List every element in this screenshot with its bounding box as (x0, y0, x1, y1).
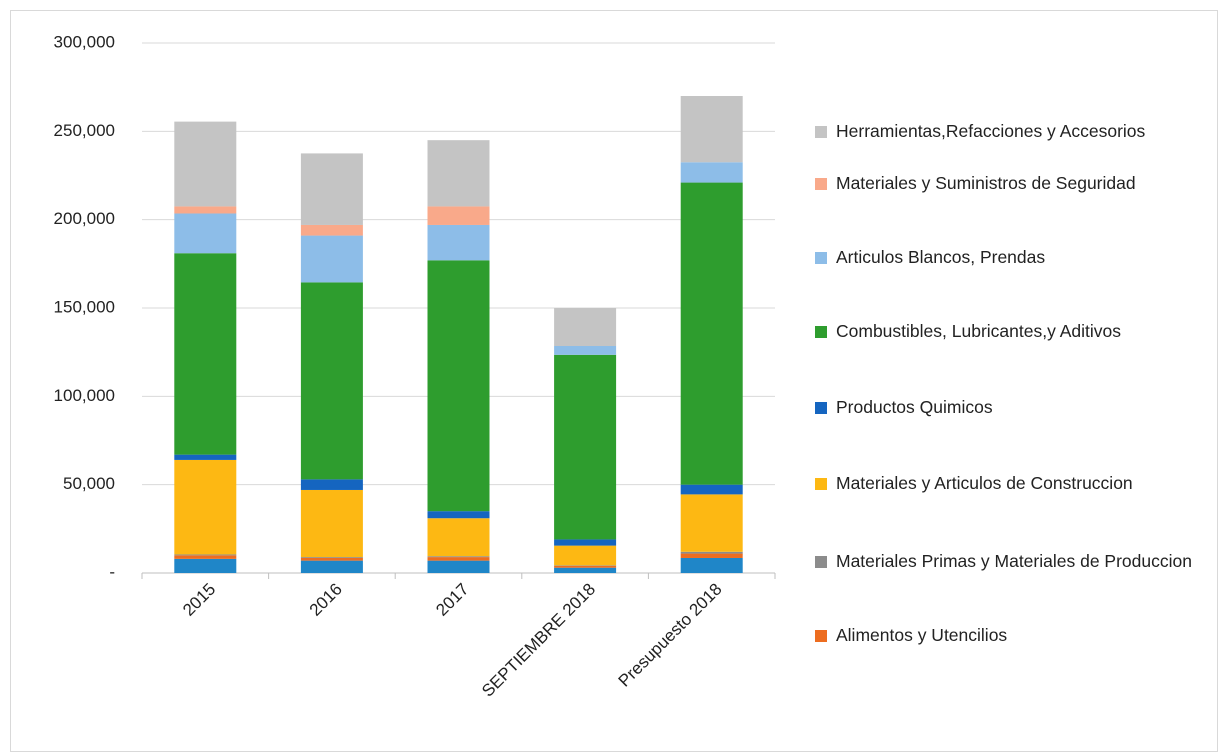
bar-segment (300, 557, 363, 558)
bar-segment (554, 545, 617, 566)
bar-segment (680, 553, 743, 558)
legend-swatch (815, 126, 827, 138)
bar-segment (427, 557, 490, 561)
legend-swatch (815, 478, 827, 490)
legend-label: Articulos Blancos, Prendas (836, 247, 1046, 267)
legend-swatch (815, 556, 827, 568)
legend-entry: Articulos Blancos, Prendas (815, 244, 1210, 271)
legend-entry: Herramientas,Refacciones y Accesorios (815, 118, 1210, 145)
legend-entry: Productos Quimicos (815, 394, 1210, 421)
legend-label: Materiales y Articulos de Construccion (836, 473, 1133, 493)
bar-segment (427, 260, 490, 512)
legend-label: Alimentos y Utencilios (836, 625, 1008, 645)
x-tick-label: 2017 (432, 580, 472, 620)
bar-segment (174, 454, 237, 460)
y-tick-label: 300,000 (54, 32, 115, 51)
legend-swatch (815, 630, 827, 642)
bar-segment (680, 162, 743, 183)
legend-swatch (815, 252, 827, 264)
bar-segment (554, 565, 617, 566)
bar-segment (427, 140, 490, 207)
bar-segment (427, 556, 490, 558)
bar-segment (300, 153, 363, 225)
bar-segment (174, 213, 237, 254)
bar-segment (680, 494, 743, 552)
bar-segment (427, 511, 490, 519)
bar-segment (300, 479, 363, 490)
bar-segment (300, 282, 363, 480)
y-tick-label: 100,000 (54, 386, 115, 405)
bar-segment (554, 565, 617, 568)
x-tick-label: SEPTIEMBRE 2018 (478, 580, 599, 701)
bar-segment (427, 518, 490, 557)
bar-segment (300, 557, 363, 561)
legend-entry: Materiales y Articulos de Construccion (815, 470, 1210, 497)
y-tick-label: - (109, 562, 115, 581)
legend-label: Productos Quimicos (836, 397, 993, 417)
legend-label: Herramientas,Refacciones y Accesorios (836, 121, 1146, 141)
x-tick-label: 2016 (306, 580, 346, 620)
legend-label: Materiales Primas y Materiales de Produc… (836, 551, 1192, 571)
legend-swatch (815, 178, 827, 190)
bar-segment (174, 253, 237, 455)
legend-entry: Materiales Primas y Materiales de Produc… (815, 548, 1210, 575)
bar-segment (300, 235, 363, 283)
bar-segment (680, 551, 743, 554)
legend-entry: Alimentos y Utencilios (815, 622, 1210, 649)
bar-segment (554, 345, 617, 355)
legend-label: Combustibles, Lubricantes,y Aditivos (836, 321, 1121, 341)
bar-segment (554, 308, 617, 346)
bar-segment (680, 484, 743, 495)
bar-segment (174, 121, 237, 207)
bar-segment (427, 206, 490, 225)
legend-label: Materiales y Suministros de Seguridad (836, 173, 1136, 193)
bar-segment (680, 557, 743, 573)
legend-entry: Combustibles, Lubricantes,y Aditivos (815, 318, 1210, 345)
bar-segment (174, 558, 237, 573)
y-tick-label: 250,000 (54, 121, 115, 140)
bar-segment (427, 560, 490, 573)
bar-segment (174, 459, 237, 555)
bar-segment (174, 554, 237, 556)
bar-segment (174, 555, 237, 559)
y-tick-label: 150,000 (54, 297, 115, 316)
legend-swatch (815, 326, 827, 338)
x-tick-label: 2015 (179, 580, 219, 620)
legend-swatch (815, 402, 827, 414)
bar-segment (427, 224, 490, 261)
x-tick-label: Presupuesto 2018 (615, 580, 726, 691)
bar-segment (300, 560, 363, 573)
bar-segment (174, 206, 237, 214)
bar-segment (554, 539, 617, 546)
legend-entry: Materiales y Suministros de Seguridad (815, 170, 1210, 197)
y-tick-label: 200,000 (54, 209, 115, 228)
bar-segment (300, 489, 363, 558)
bar-segment (300, 224, 363, 236)
bar-segment (554, 354, 617, 540)
bar-segment (554, 567, 617, 573)
y-tick-label: 50,000 (63, 474, 115, 493)
bar-segment (680, 182, 743, 485)
bar-segment (680, 96, 743, 163)
chart-frame (10, 10, 1218, 752)
